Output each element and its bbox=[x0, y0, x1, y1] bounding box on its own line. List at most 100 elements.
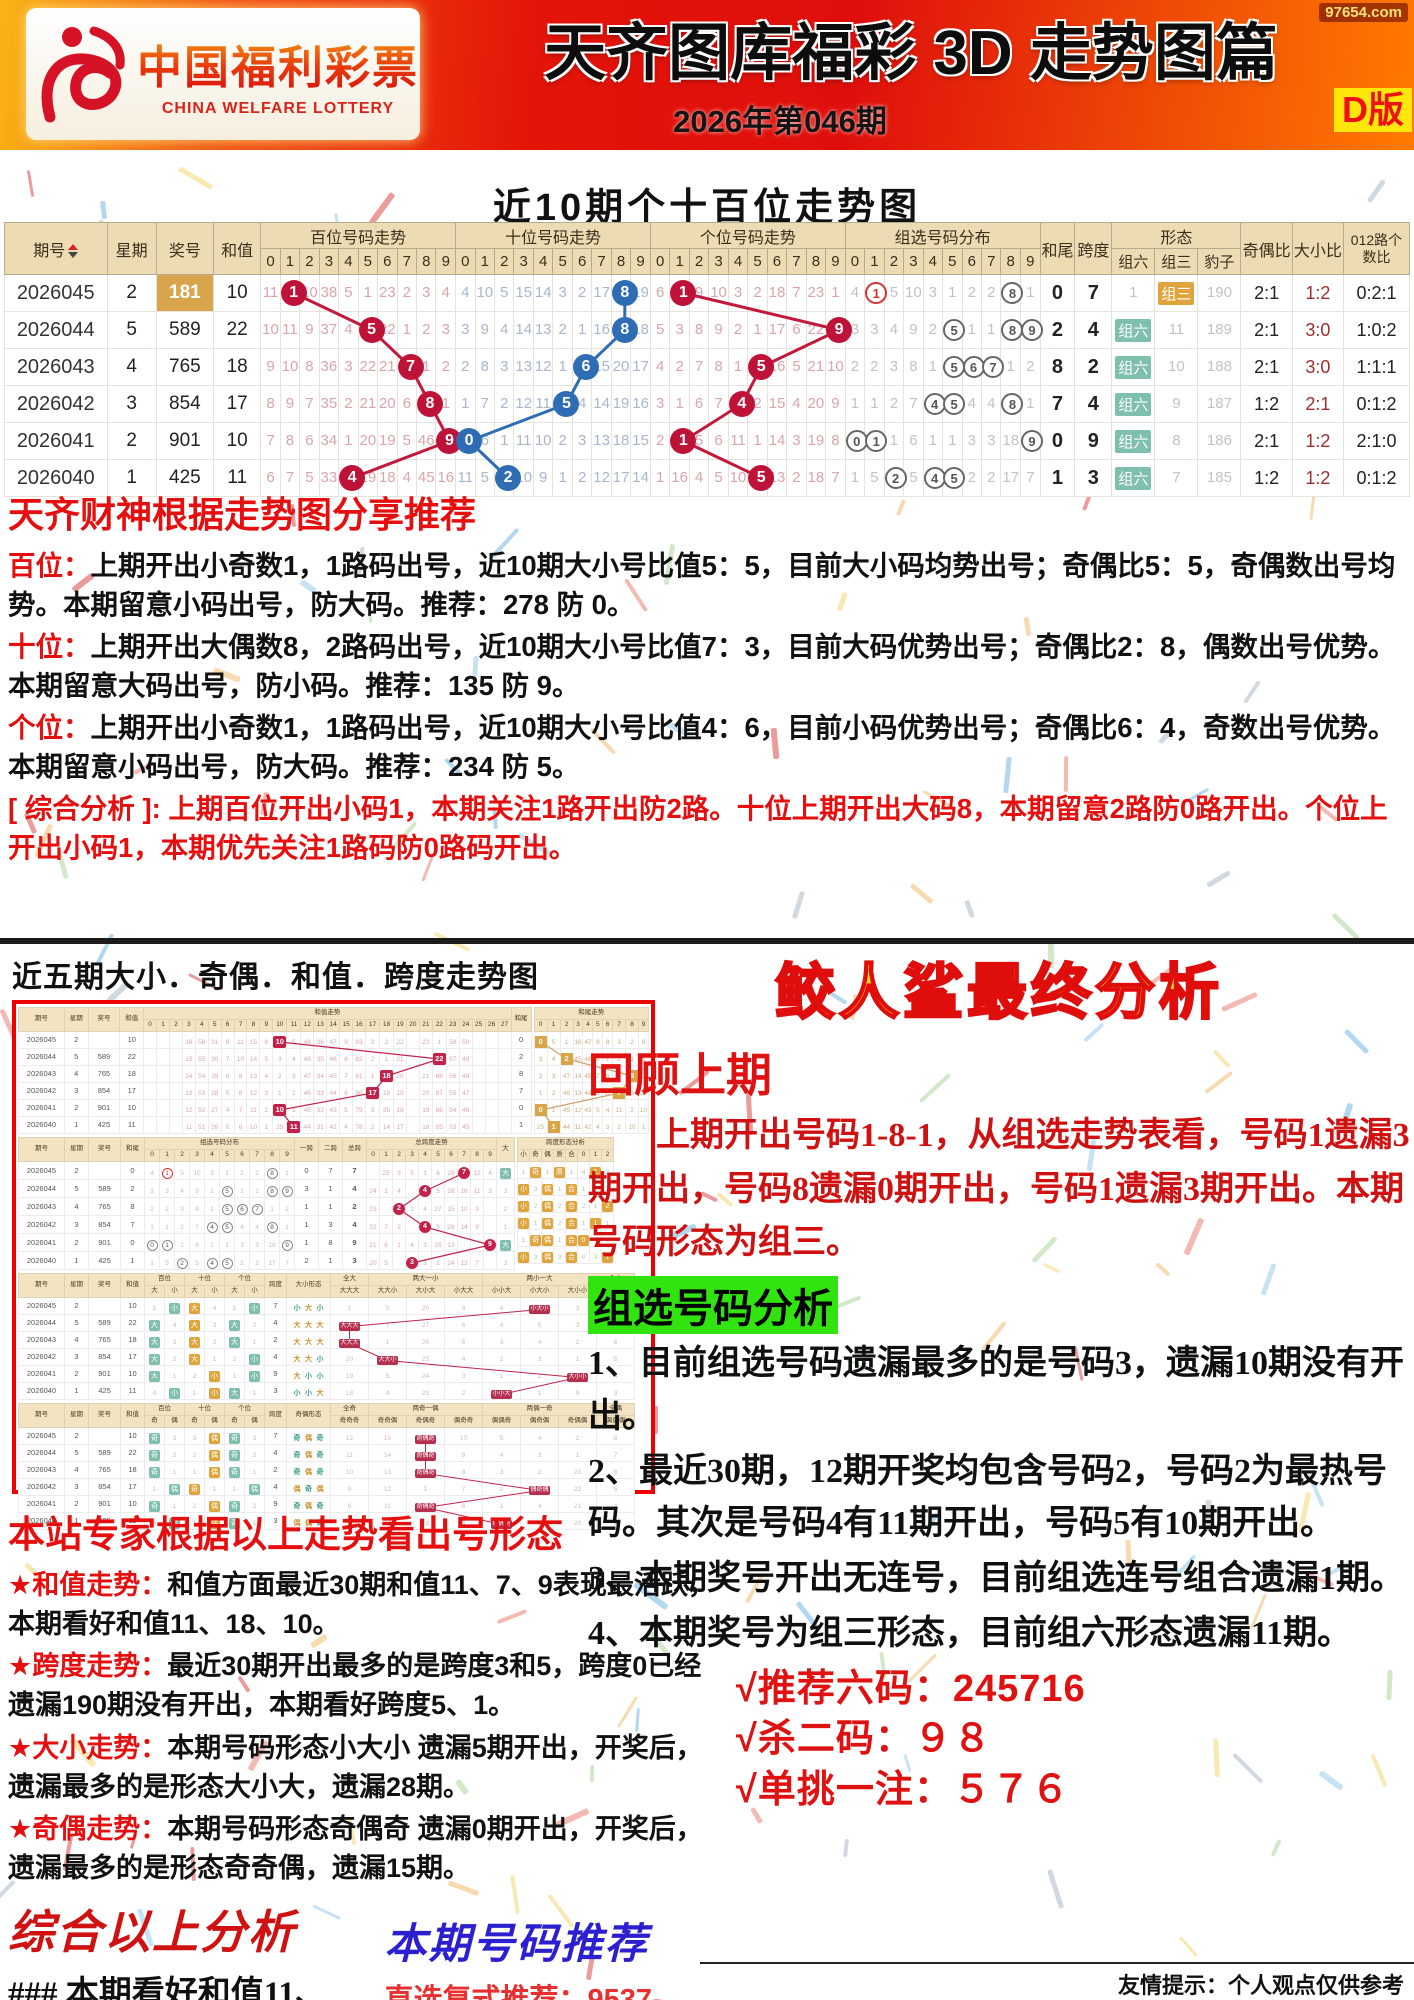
reco-ge: 个位：上期开出小奇数1，1路码出号，近10期大小号比值4：6，目前小码优势出号；… bbox=[8, 708, 1408, 786]
point-2: 2、最近30期，12期开奖均包含号码2，号码2为最热号码。其次是号码4有11期开… bbox=[588, 1446, 1410, 1551]
hit-ball: 8 bbox=[417, 391, 443, 417]
review-heading: 回顾上期 bbox=[588, 1039, 1410, 1105]
logo-english: CHINA WELFARE LOTTERY bbox=[136, 100, 420, 118]
zhixuan-line: 直选复式推荐：9537-6852-0295 bbox=[384, 1979, 728, 2000]
page-title: 天齐图库福彩 3D 走势图篇 bbox=[432, 2, 1390, 92]
form-path-badge: 大大大 bbox=[339, 1322, 359, 1331]
trend-row: 2026041 2 901 10 7 8 6 34 1 20 19 5 46 9 0 6 1 11 10 2 3 13 18… bbox=[5, 423, 1410, 460]
form-badge: 组三 bbox=[1158, 282, 1194, 305]
trend-table: 期号 星期 奖号 和值 百位号码走势 十位号码走势 个位号码走势 组选号码分布 和尾 跨度 形态 奇偶… bbox=[4, 222, 1410, 497]
sort-icon[interactable] bbox=[68, 244, 78, 258]
note-divider bbox=[700, 1962, 1414, 1964]
point-4: 4、本期奖号为组三形态，目前组六形态遗漏11期。 bbox=[588, 1608, 1410, 1661]
summary-text: ### 本期看好和值11、18、10；跨度5、1；金胆7银胆1；杀号8、4。 bbox=[8, 1970, 378, 2000]
hit-ball: 4 bbox=[729, 391, 755, 417]
reco-summary: [ 综合分析 ]: 上期百位开出小码1，本期关注1路开出防2路。十位上期开出大码… bbox=[8, 789, 1408, 867]
sum-marker: 10 bbox=[273, 1036, 286, 1048]
recommendation-title: 天齐财神根据走势图分享推荐 bbox=[8, 486, 1408, 538]
hewei-marker: 1 bbox=[548, 1121, 560, 1133]
zuxuan-heading: 组选号码分析 bbox=[588, 1276, 838, 1334]
form-path-badge: 偶奇偶 bbox=[529, 1486, 549, 1495]
group-ring: 5 bbox=[943, 393, 965, 415]
issue-number: 2026年第046期 bbox=[620, 96, 940, 141]
summary-analysis: 综合以上分析 ### 本期看好和值11、18、10；跨度5、1；金胆7银胆1；杀… bbox=[8, 1896, 378, 2000]
recommendation-section: 天齐财神根据走势图分享推荐 百位：上期开出小奇数1，1路码出号，近10期大小号比… bbox=[8, 486, 1408, 870]
review-text: 上期开出号码1-8-1，从组选走势表看，号码1遗漏3期开出，号码8遗漏0期开出，… bbox=[588, 1109, 1410, 1270]
hit-ball: 8 bbox=[612, 317, 638, 343]
group-ring: 5 bbox=[943, 319, 965, 341]
page: 97654.com 中国福利彩票 CHINA WELFARE LOTTERY 天… bbox=[0, 0, 1414, 2000]
lottery-logo: 中国福利彩票 CHINA WELFARE LOTTERY bbox=[26, 8, 420, 140]
sum-marker: 17 bbox=[366, 1087, 379, 1099]
hewei-marker: 0 bbox=[535, 1104, 547, 1116]
summary-title: 综合以上分析 bbox=[8, 1896, 378, 1962]
trend-chart: 期号 星期 奖号 和值 百位号码走势 十位号码走势 个位号码走势 组选号码分布 和尾 跨度 形态 奇偶… bbox=[4, 222, 1410, 497]
hit-ball: 7 bbox=[398, 354, 424, 380]
mini-sum-table: 期号 星期 奖号 和值 和值走势 和尾 0 1 2 3 4 5 6 7 8 9 10 11 12 13 14 15 16 17… bbox=[18, 1007, 532, 1134]
group-ring: 1 bbox=[865, 282, 887, 304]
hit-ball: 9 bbox=[826, 317, 852, 343]
expert-bottom: 综合以上分析 ### 本期看好和值11、18、10；跨度5、1；金胆7银胆1；杀… bbox=[8, 1896, 728, 2000]
group-ring: 9 bbox=[1021, 430, 1043, 452]
group-ring: 8 bbox=[1001, 282, 1023, 304]
form-path-badge: 小小大 bbox=[491, 1390, 511, 1399]
tui-title: 本期号码推荐 bbox=[384, 1910, 728, 1971]
sum-marker: 11 bbox=[287, 1121, 300, 1133]
group-ring: 7 bbox=[982, 356, 1004, 378]
group-ring: 8 bbox=[1001, 393, 1023, 415]
span-marker: 9 bbox=[484, 1239, 496, 1251]
form-path-badge: 奇偶奇 bbox=[415, 1469, 435, 1478]
sum-marker: 22 bbox=[433, 1053, 446, 1065]
trend-row: 2026044 5 589 22 10 11 9 37 4 5 22 1 2 3 3 9 4 14 13 2 1 16 8 1… bbox=[5, 312, 1410, 349]
analysis-title: 鲛人鲨最终分析 bbox=[588, 944, 1410, 1031]
hit-ball: 8 bbox=[612, 280, 638, 306]
reco-shi: 十位：上期开出大偶数8，2路码出号，近10期大小号比值7：3，目前大码优势出号；… bbox=[8, 627, 1408, 705]
hit-ball: 5 bbox=[359, 317, 385, 343]
kill-two: √杀二码：９８ bbox=[736, 1714, 1410, 1764]
logo-chinese: 中国福利彩票 bbox=[136, 31, 420, 96]
mini-trend-chart: 期号 星期 奖号 和值 和值走势 和尾 0 1 2 3 4 5 6 7 8 9 10 11 12 13 14 15 16 17… bbox=[12, 1000, 655, 1494]
form-badge: 组六 bbox=[1115, 393, 1151, 416]
number-recommendation: 本期号码推荐 直选复式推荐：9537-6852-0295 精选推荐：959、76… bbox=[384, 1896, 728, 2000]
point-1: 1、目前组选号码遗漏最多的是号码3，遗漏10期没有开出。 bbox=[588, 1338, 1410, 1443]
trend-row: 2026042 3 854 17 8 9 7 35 2 21 20 6 8 1 1 7 2 12 11 5 4 14 19 1… bbox=[5, 386, 1410, 423]
cwl-logo-icon bbox=[36, 19, 136, 129]
hewei-marker: 2 bbox=[561, 1053, 573, 1065]
hit-ball: 1 bbox=[281, 280, 307, 306]
mini-chart-title: 近五期大小．奇偶．和值．跨度走势图 bbox=[12, 952, 652, 996]
form-badge: 组六 bbox=[1115, 430, 1151, 453]
group-ring: 9 bbox=[1021, 319, 1043, 341]
edition-badge: D版 bbox=[1334, 88, 1412, 132]
pick-six: √推荐六码：245716 bbox=[736, 1664, 1410, 1714]
hit-ball: 6 bbox=[573, 354, 599, 380]
point-3: 3、本期奖号开出无连号，目前组选连号组合遗漏1期。 bbox=[588, 1553, 1410, 1606]
logo-text: 中国福利彩票 CHINA WELFARE LOTTERY bbox=[136, 31, 420, 118]
form-path-badge: 大大大 bbox=[339, 1339, 359, 1348]
form-badge: 组六 bbox=[1115, 356, 1151, 379]
form-badge: 组六 bbox=[1115, 319, 1151, 342]
form-path-badge: 小大小 bbox=[529, 1305, 549, 1314]
group-ring: 1 bbox=[865, 430, 887, 452]
final-analysis-column: 鲛人鲨最终分析 回顾上期 上期开出号码1-8-1，从组选走势表看，号码1遗漏3期… bbox=[588, 944, 1410, 1815]
span-marker: 7 bbox=[458, 1167, 470, 1179]
span-marker: 4 bbox=[419, 1185, 431, 1197]
span-marker: 4 bbox=[419, 1221, 431, 1233]
sum-marker: 10 bbox=[273, 1104, 286, 1116]
form-path-badge: 大小小 bbox=[567, 1373, 587, 1382]
single-pick: √单挑一注：５７６ bbox=[736, 1765, 1410, 1815]
hit-ball: 0 bbox=[456, 428, 482, 454]
span-marker: 2 bbox=[393, 1203, 405, 1215]
trend-row: 2026045 2 181 10 11 1 10 38 5 1 23 2 3 4 4 10 5 15 14 3 2 17 8… bbox=[5, 275, 1410, 312]
sum-marker: 18 bbox=[380, 1070, 393, 1082]
hewei-marker: 0 bbox=[535, 1036, 547, 1048]
form-path-badge: 大大小 bbox=[377, 1356, 397, 1365]
form-path-badge: 奇偶奇 bbox=[415, 1452, 435, 1461]
footer-note: 友情提示：个人观点仅供参考 bbox=[1118, 1968, 1404, 2000]
expert-parity: ★奇偶走势：本期号码形态奇偶奇 遗漏0期开出，开奖后，遗漏最多的是形态奇奇偶，遗… bbox=[8, 1810, 728, 1888]
trend-row: 2026043 4 765 18 9 10 8 36 3 22 21 7 1 2 2 8 3 13 12 1 6 15 20… bbox=[5, 349, 1410, 386]
final-picks: √推荐六码：245716 √杀二码：９８ √单挑一注：５７６ bbox=[736, 1664, 1410, 1814]
reco-bai: 百位：上期开出小奇数1，1路码出号，近10期大小号比值5：5，目前大小码均势出号… bbox=[8, 546, 1408, 624]
mini-zu-table: 期号 星期 奖号 和尾 组选号码分布 一跨 二跨 总跨 总跨度走势大 0 1 2 3 4 5 6 7 8 9 0 1 2 3… bbox=[18, 1137, 515, 1270]
header-banner: 97654.com 中国福利彩票 CHINA WELFARE LOTTERY 天… bbox=[0, 0, 1414, 150]
mini-daxiao-table: 期号星期奖号和值百位十位个位跨度大小形态全大两大一小两小一大全小大小大小大小大大… bbox=[18, 1273, 635, 1400]
